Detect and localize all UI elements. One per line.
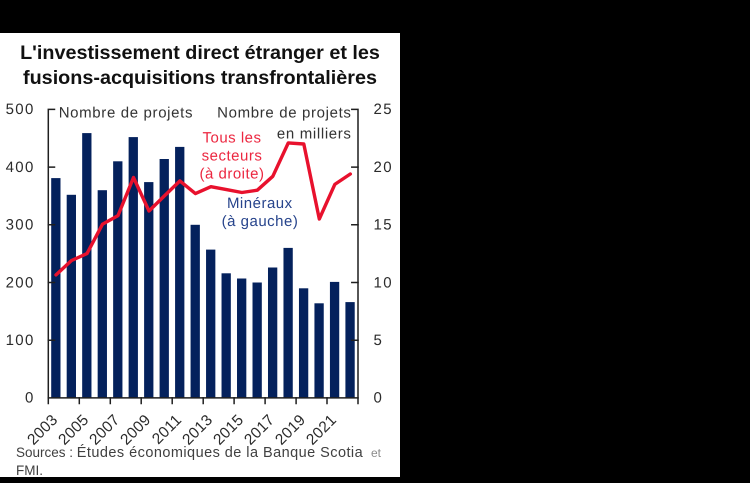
svg-text:0: 0	[25, 390, 35, 407]
svg-text:400: 400	[6, 159, 35, 176]
svg-text:25: 25	[374, 101, 394, 118]
svg-text:Nombre de projets: Nombre de projets	[217, 105, 351, 122]
svg-text:5: 5	[374, 332, 384, 349]
svg-text:300: 300	[6, 217, 35, 234]
svg-text:(à gauche): (à gauche)	[222, 213, 299, 230]
svg-text:20: 20	[374, 159, 394, 176]
svg-text:10: 10	[374, 274, 394, 291]
svg-text:200: 200	[6, 274, 35, 291]
svg-text:Minéraux: Minéraux	[227, 195, 293, 212]
svg-text:500: 500	[6, 101, 35, 118]
svg-text:15: 15	[374, 217, 394, 234]
svg-text:0: 0	[374, 390, 384, 407]
svg-text:en milliers: en milliers	[277, 126, 352, 143]
svg-text:2011: 2011	[149, 412, 185, 448]
svg-text:(à droite): (à droite)	[199, 166, 264, 183]
svg-text:100: 100	[6, 332, 35, 349]
svg-text:Tous les: Tous les	[202, 130, 261, 147]
svg-text:Nombre de projets: Nombre de projets	[59, 105, 193, 122]
svg-text:secteurs: secteurs	[202, 148, 263, 165]
